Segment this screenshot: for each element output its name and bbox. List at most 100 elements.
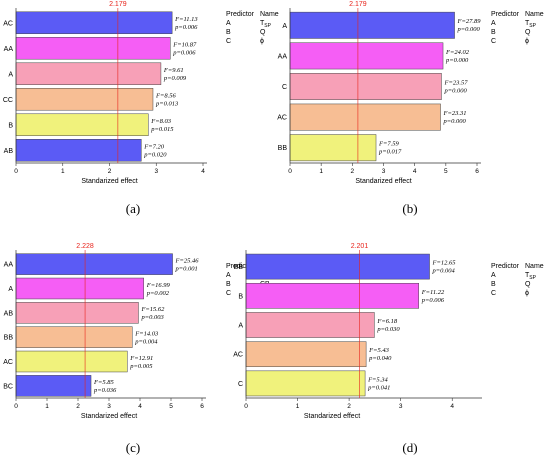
category-label: BB xyxy=(4,335,14,342)
bar xyxy=(15,375,92,397)
category-label: BB xyxy=(234,264,244,271)
bar xyxy=(15,88,154,111)
f-value-label: F=27.89 xyxy=(457,18,482,25)
x-tick-label: 3 xyxy=(107,403,111,410)
category-label: B xyxy=(8,122,13,129)
x-tick-label: 0 xyxy=(288,168,292,175)
category-label: AA xyxy=(278,53,288,60)
f-value-label: F=7.59 xyxy=(378,141,399,148)
legend-predictor: A xyxy=(491,272,496,279)
bar xyxy=(245,282,419,309)
legend-header-predictor: Predictor xyxy=(226,11,255,18)
p-value-label: p=0.004 xyxy=(134,338,158,345)
f-value-label: F=12.91 xyxy=(129,355,153,362)
predictor-legend: Predictor Name A TSP B Q C ϕ xyxy=(226,11,279,45)
legend-header-predictor: Predictor xyxy=(226,263,255,270)
x-tick-label: 4 xyxy=(450,403,454,410)
panel-label: (b) xyxy=(402,201,417,216)
legend-header-name: Name xyxy=(260,11,279,18)
p-value-label: p=0.003 xyxy=(140,314,164,321)
p-value-label: p=0.000 xyxy=(445,57,469,64)
legend-name: TSP xyxy=(260,20,272,29)
p-value-label: p=0.030 xyxy=(376,326,400,333)
critical-value-label: 2.179 xyxy=(349,1,367,8)
f-value-label: F=5.85 xyxy=(93,379,114,386)
legend-predictor: B xyxy=(226,281,231,288)
bar xyxy=(15,113,149,136)
panel-label: (a) xyxy=(126,201,140,216)
x-tick-label: 3 xyxy=(382,168,386,175)
category-label: CC xyxy=(3,97,13,104)
category-label: AB xyxy=(4,148,14,155)
chart-panel: AF=27.89p=0.000AAF=24.02p=0.000CF=23.57p… xyxy=(277,1,544,216)
category-label: BB xyxy=(278,145,288,152)
x-axis-title: Standarized effect xyxy=(304,413,360,420)
f-value-label: F=9.61 xyxy=(163,67,184,74)
f-value-label: F=11.22 xyxy=(421,289,445,296)
legend-header-name: Name xyxy=(525,11,544,18)
bar xyxy=(15,277,144,300)
p-value-label: p=0.036 xyxy=(93,387,117,394)
bar xyxy=(15,11,173,34)
p-value-label: p=0.006 xyxy=(174,24,198,31)
f-value-label: F=7.20 xyxy=(143,143,164,150)
x-tick-label: 1 xyxy=(61,168,65,175)
legend-name: Q xyxy=(525,281,531,288)
legend-predictor: B xyxy=(491,281,496,288)
x-tick-label: 2 xyxy=(108,168,112,175)
category-label: BC xyxy=(3,383,13,390)
bar xyxy=(15,350,128,373)
p-value-label: p=0.017 xyxy=(378,149,402,156)
p-value-label: p=0.000 xyxy=(443,118,467,125)
p-value-label: p=0.001 xyxy=(175,265,198,272)
bar xyxy=(289,73,442,100)
x-tick-label: 1 xyxy=(319,168,323,175)
f-value-label: F=10.87 xyxy=(172,41,197,48)
category-label: AC xyxy=(277,115,287,122)
bar xyxy=(289,134,377,162)
bar xyxy=(289,42,444,70)
f-value-label: F=25.46 xyxy=(175,257,200,264)
legend-header-name: Name xyxy=(525,263,544,270)
p-value-label: p=0.040 xyxy=(368,355,392,362)
f-value-label: F=5.43 xyxy=(368,347,389,354)
x-tick-label: 3 xyxy=(154,168,158,175)
legend-name: ϕ xyxy=(260,38,264,45)
x-axis-title: Standarized effect xyxy=(81,413,137,420)
legend-predictor: A xyxy=(226,20,231,27)
p-value-label: p=0.000 xyxy=(457,26,481,33)
legend-predictor: C xyxy=(226,38,231,45)
x-tick-label: 2 xyxy=(76,403,80,410)
x-tick-label: 0 xyxy=(14,168,18,175)
p-value-label: p=0.006 xyxy=(172,49,196,56)
bar xyxy=(289,11,455,39)
category-label: B xyxy=(238,293,243,300)
legend-predictor: C xyxy=(491,38,496,45)
legend-predictor: A xyxy=(226,272,231,279)
chart-panel: BBF=12.65p=0.004BF=11.22p=0.006AF=6.18p=… xyxy=(233,243,544,455)
predictor-legend: Predictor Name A TSP B Q C ϕ xyxy=(491,11,544,45)
bar xyxy=(245,253,430,280)
x-tick-label: 2 xyxy=(351,168,355,175)
category-label: AC xyxy=(3,20,13,27)
f-value-label: F=24.02 xyxy=(445,49,470,56)
legend-name: TSP xyxy=(525,272,537,281)
critical-value-label: 2.201 xyxy=(351,243,369,250)
bar xyxy=(289,103,441,131)
f-value-label: F=23.57 xyxy=(443,79,468,86)
bar xyxy=(15,37,171,60)
p-value-label: p=0.009 xyxy=(163,75,187,82)
x-tick-label: 4 xyxy=(201,168,205,175)
p-value-label: p=0.002 xyxy=(146,290,170,297)
category-label: AA xyxy=(4,46,14,53)
f-value-label: F=6.18 xyxy=(376,318,397,325)
x-tick-label: 0 xyxy=(14,403,18,410)
x-tick-label: 6 xyxy=(475,168,479,175)
p-value-label: p=0.005 xyxy=(129,363,153,370)
legend-header-predictor: Predictor xyxy=(491,11,520,18)
x-tick-label: 4 xyxy=(413,168,417,175)
category-label: A xyxy=(238,323,243,330)
category-label: AC xyxy=(233,352,243,359)
f-value-label: F=12.65 xyxy=(432,260,457,267)
